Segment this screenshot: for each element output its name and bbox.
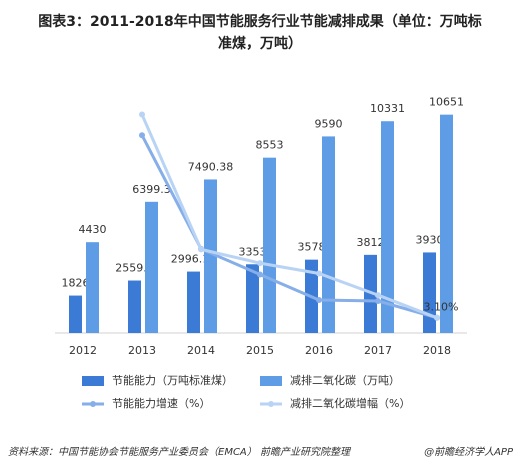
data-label: 7490.38 [188, 160, 234, 173]
legend-swatch [260, 376, 282, 386]
data-label: 3578 [298, 241, 326, 254]
data-label: 1826 [62, 277, 90, 290]
bar [322, 136, 335, 333]
data-label: 9590 [315, 117, 343, 130]
data-label: 10331 [370, 102, 405, 115]
bar [440, 114, 453, 333]
line-point [375, 298, 381, 305]
x-tick-label: 2015 [246, 344, 274, 357]
x-tick-label: 2018 [423, 344, 451, 357]
line-point [198, 246, 204, 253]
x-tick-label: 2012 [69, 344, 97, 357]
legend-swatch [82, 376, 104, 386]
line [140, 113, 438, 320]
chart-title: 图表3：2011-2018年中国节能服务行业节能减排成果（单位：万吨标 [38, 13, 481, 30]
x-tick-label: 2017 [364, 344, 392, 357]
data-label: 3353 [239, 245, 267, 258]
data-label: 6399.3 [132, 183, 171, 196]
line-point [257, 271, 263, 278]
line-point [139, 111, 145, 118]
bar [246, 264, 259, 333]
bar [69, 295, 82, 333]
bar [187, 271, 200, 333]
credit: @前瞻经济学人APP [424, 446, 514, 458]
data-label: 3.10% [424, 301, 459, 314]
x-tick-label: 2014 [187, 344, 215, 357]
bar [86, 242, 99, 333]
legend-label: 节能能力增速（%） [112, 396, 210, 410]
data-label: 10651 [429, 96, 464, 109]
legend-swatch [268, 401, 274, 407]
line-point [375, 292, 381, 299]
x-tick-label: 2016 [305, 344, 333, 357]
line-point [139, 132, 145, 139]
bar [263, 157, 276, 333]
chart-title: 准煤，万吨） [218, 35, 302, 52]
x-tick-label: 2013 [128, 344, 156, 357]
data-label: 3812 [357, 236, 385, 249]
bar [381, 121, 394, 333]
bar [145, 201, 158, 333]
legend-swatch [90, 401, 96, 407]
data-label: 8553 [256, 139, 284, 152]
source: 资料来源：中国节能协会节能服务产业委员会（EMCA） 前瞻产业研究院整理 [8, 446, 352, 458]
data-label: 4430 [79, 223, 107, 236]
bar [204, 179, 217, 333]
line-point [316, 297, 322, 304]
line-point [434, 314, 440, 321]
legend-label: 节能能力（万吨标准煤） [112, 373, 233, 387]
line-point [316, 270, 322, 277]
bar [128, 280, 141, 333]
bar [423, 252, 436, 333]
legend-label: 减排二氧化碳增幅（%） [290, 396, 410, 410]
data-label: 3930 [416, 233, 444, 246]
legend-label: 减排二氧化碳（万吨） [290, 373, 400, 387]
data-label: 2559.7 [115, 262, 154, 275]
line-point [257, 260, 263, 267]
